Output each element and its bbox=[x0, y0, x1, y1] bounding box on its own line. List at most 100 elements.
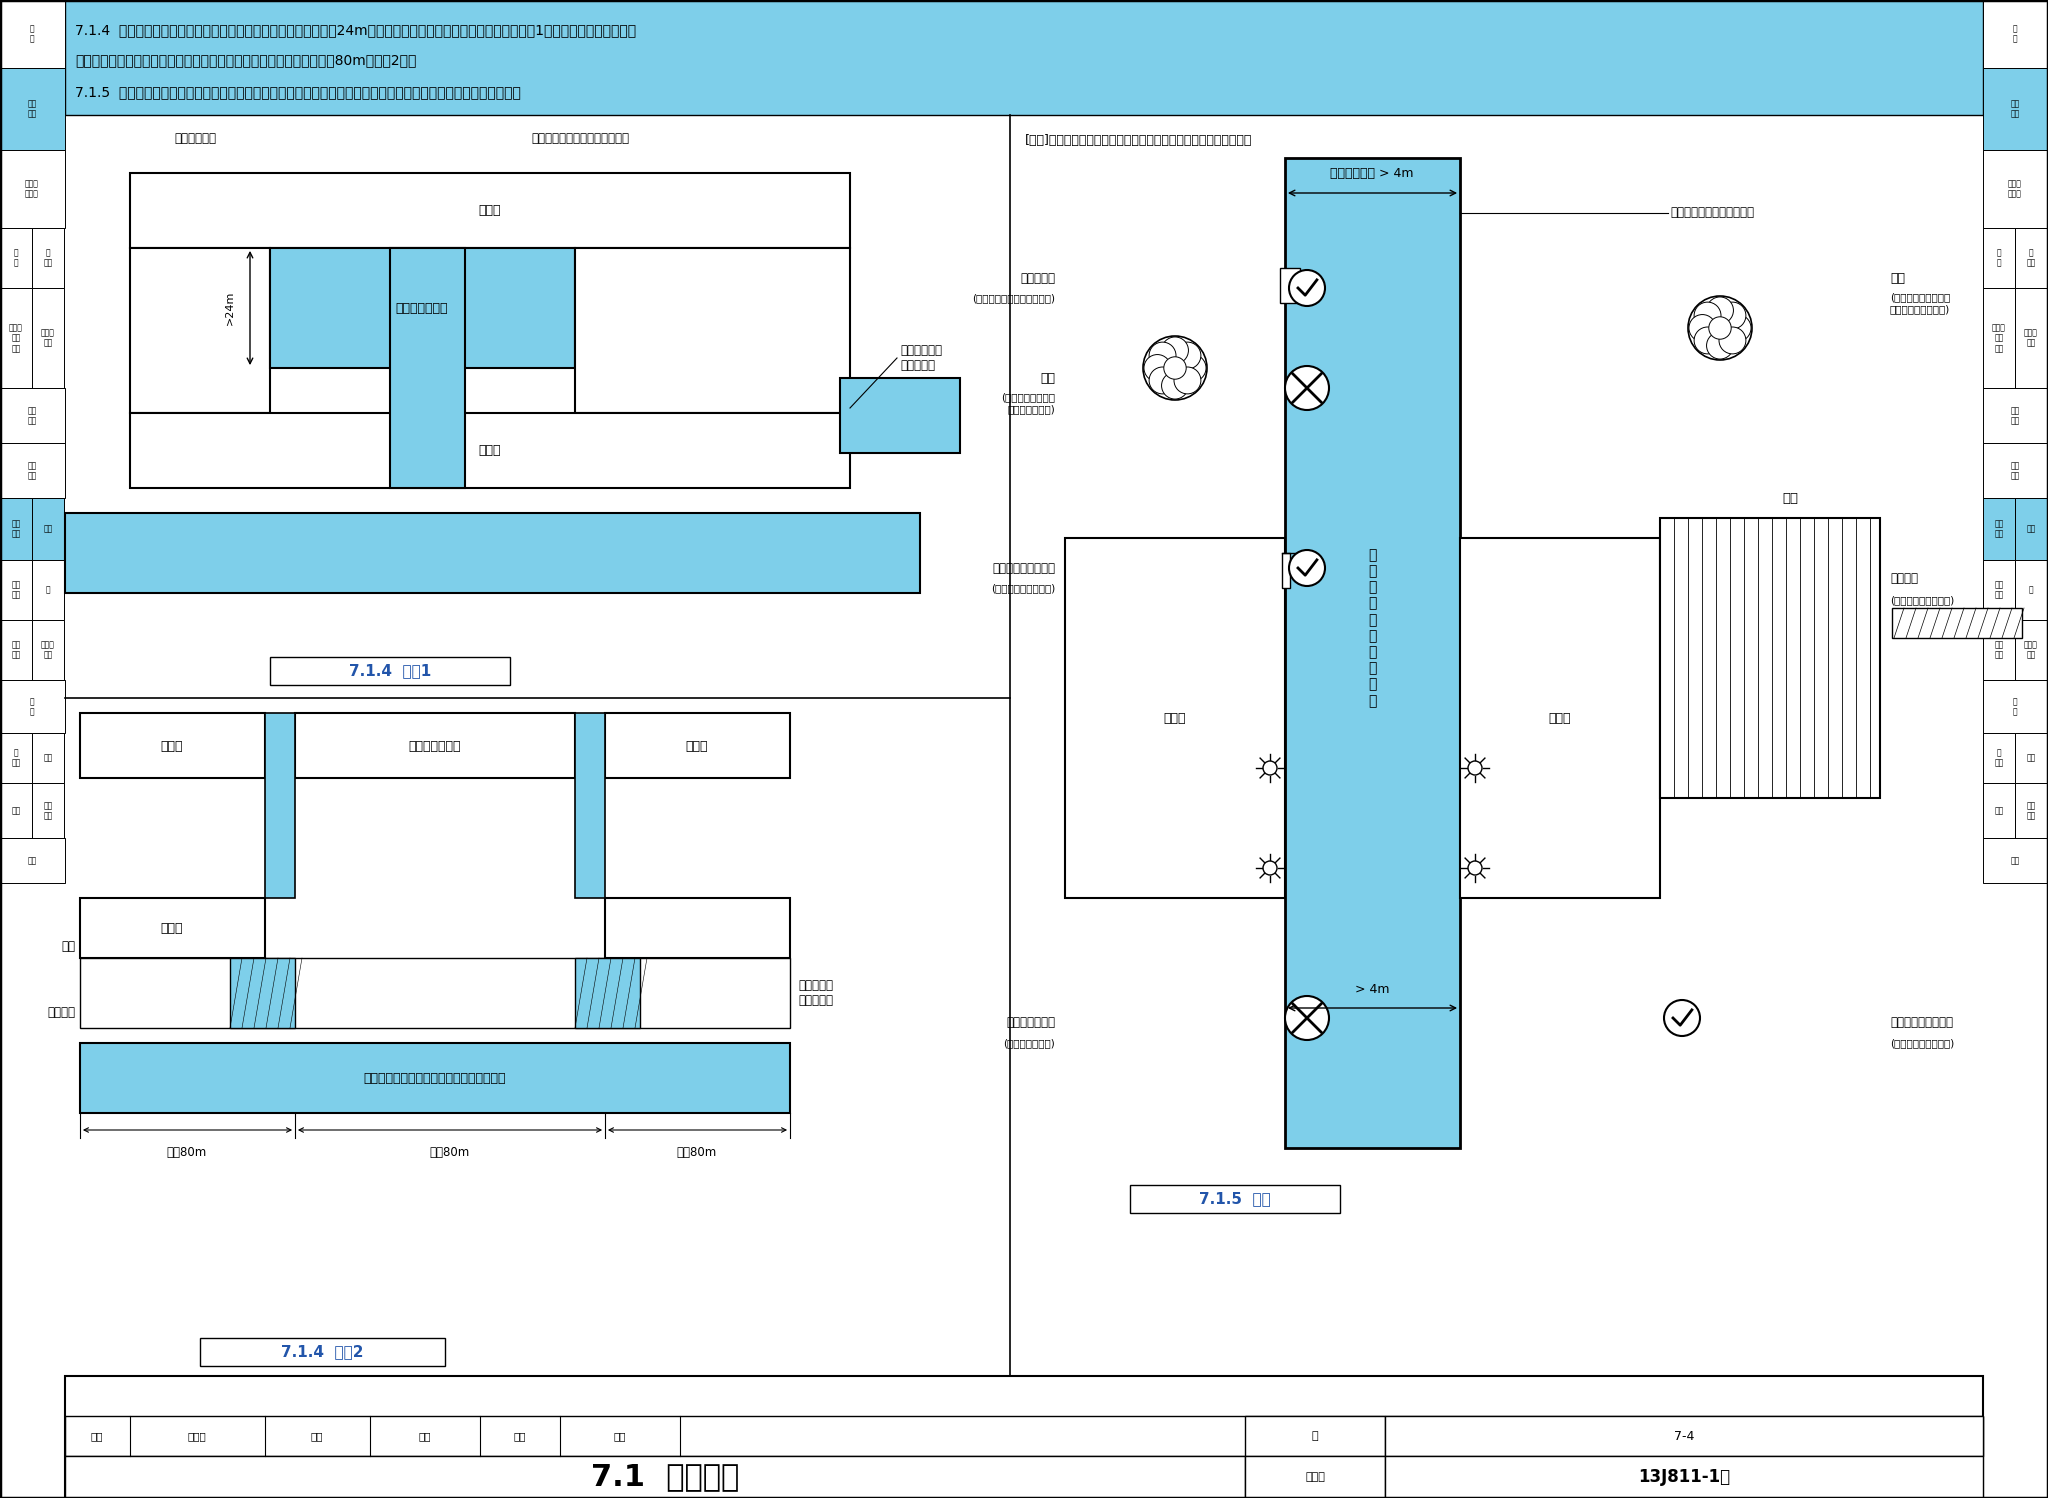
Text: 和液罐
建筑: 和液罐 建筑 bbox=[2023, 328, 2038, 348]
Circle shape bbox=[1708, 316, 1731, 339]
Text: 宜＜80m: 宜＜80m bbox=[166, 1146, 207, 1159]
Bar bbox=[0, 680, 66, 733]
Circle shape bbox=[1174, 367, 1200, 394]
Text: 内院: 内院 bbox=[1782, 491, 1798, 505]
Bar bbox=[66, 512, 920, 593]
Bar bbox=[1982, 228, 2015, 288]
Text: 的: 的 bbox=[2030, 586, 2034, 595]
Bar bbox=[575, 713, 604, 897]
Circle shape bbox=[1284, 366, 1329, 410]
Circle shape bbox=[1718, 303, 1745, 330]
Bar bbox=[1982, 497, 2015, 560]
Text: 进入建筑物内院的消防车道: 进入建筑物内院的消防车道 bbox=[1669, 207, 1753, 220]
Bar bbox=[129, 172, 850, 249]
Circle shape bbox=[1161, 372, 1188, 398]
Bar bbox=[33, 288, 63, 388]
Circle shape bbox=[1145, 355, 1171, 382]
Text: 附录: 附录 bbox=[2011, 857, 2019, 866]
Text: 宜＜80m: 宜＜80m bbox=[430, 1146, 471, 1159]
Bar bbox=[0, 0, 66, 67]
Text: 和液罐
建筑: 和液罐 建筑 bbox=[41, 328, 55, 348]
Bar bbox=[1982, 560, 2015, 620]
Bar bbox=[1982, 150, 2048, 228]
Text: 审核: 审核 bbox=[90, 1431, 102, 1441]
Bar bbox=[0, 228, 33, 288]
Circle shape bbox=[1706, 297, 1733, 324]
Circle shape bbox=[1724, 315, 1751, 342]
Bar bbox=[1982, 733, 2015, 783]
Bar bbox=[575, 249, 850, 413]
Text: 城市: 城市 bbox=[12, 806, 20, 815]
Text: (杆架等不影响人员安全疏散): (杆架等不影响人员安全疏散) bbox=[973, 294, 1055, 303]
Text: 目
录: 目 录 bbox=[2013, 24, 2017, 43]
Text: 7.1  消防车道: 7.1 消防车道 bbox=[592, 1462, 739, 1492]
Bar bbox=[201, 1338, 444, 1366]
Text: 目
录: 目 录 bbox=[29, 24, 35, 43]
Text: 木
结构: 木 结构 bbox=[1995, 749, 2003, 767]
Text: >24m: >24m bbox=[225, 291, 236, 325]
Text: 民用
建筑: 民用 建筑 bbox=[2011, 406, 2019, 425]
Bar bbox=[1661, 518, 1880, 798]
Bar bbox=[33, 620, 63, 680]
Bar bbox=[0, 560, 33, 620]
Circle shape bbox=[1718, 327, 1745, 354]
Text: 灾火
救援: 灾火 救援 bbox=[1995, 520, 2003, 539]
Bar bbox=[604, 713, 791, 777]
Text: 建筑
构造: 建筑 构造 bbox=[2011, 461, 2019, 481]
Text: 消防
设置: 消防 设置 bbox=[1995, 580, 2003, 599]
Bar bbox=[2015, 560, 2048, 620]
Bar bbox=[229, 959, 295, 1028]
Text: 李笺: 李笺 bbox=[418, 1431, 432, 1441]
Text: 7.1.4  图示1: 7.1.4 图示1 bbox=[348, 664, 432, 679]
Bar bbox=[2015, 228, 2048, 288]
Bar bbox=[0, 388, 66, 443]
Text: (树权占用车道上空
影响消防车通行): (树权占用车道上空 影响消防车通行) bbox=[1001, 392, 1055, 413]
Bar bbox=[2015, 288, 2048, 388]
Bar bbox=[0, 783, 33, 837]
Bar bbox=[1982, 680, 2048, 733]
Text: 交通
隧道: 交通 隧道 bbox=[2025, 801, 2036, 821]
Text: 甲乙丙
建筑
区域: 甲乙丙 建筑 区域 bbox=[1993, 324, 2005, 354]
Bar bbox=[0, 620, 33, 680]
Bar bbox=[80, 713, 264, 777]
Text: 穿
过
建
筑
物
的
消
防
车
道: 穿 过 建 筑 物 的 消 防 车 道 bbox=[1368, 548, 1376, 709]
Text: 宜设进入内院或天井的消防车道: 宜设进入内院或天井的消防车道 bbox=[530, 132, 629, 144]
Circle shape bbox=[1149, 367, 1176, 394]
Bar bbox=[0, 67, 66, 150]
Text: 应设置连通街道和内院的人行通道（可利用楼梯间），其间距不宜大于80m『图示2』。: 应设置连通街道和内院的人行通道（可利用楼梯间），其间距不宜大于80m『图示2』。 bbox=[76, 52, 416, 67]
Text: 和空气
调节: 和空气 调节 bbox=[2023, 640, 2038, 659]
Text: 建筑: 建筑 bbox=[2025, 753, 2036, 762]
Text: > 4m: > 4m bbox=[1354, 983, 1389, 996]
Bar bbox=[1065, 538, 1284, 897]
Bar bbox=[0, 837, 66, 882]
Circle shape bbox=[1174, 342, 1200, 369]
Bar bbox=[270, 658, 510, 685]
Circle shape bbox=[1468, 761, 1483, 774]
Bar bbox=[295, 713, 575, 777]
Text: 建筑物: 建筑物 bbox=[160, 921, 182, 935]
Text: 建筑物: 建筑物 bbox=[686, 740, 709, 752]
Text: 蔡昭昂: 蔡昭昂 bbox=[188, 1431, 207, 1441]
Bar bbox=[1982, 783, 2015, 837]
Bar bbox=[1982, 837, 2048, 882]
Bar bbox=[66, 1416, 1982, 1456]
Text: 图集号: 图集号 bbox=[1305, 1473, 1325, 1482]
Bar bbox=[840, 377, 961, 452]
Circle shape bbox=[1663, 1001, 1700, 1037]
Circle shape bbox=[1264, 761, 1278, 774]
Text: 7.1.4  图示2: 7.1.4 图示2 bbox=[281, 1345, 362, 1360]
Text: (不影响人员安全疏散): (不影响人员安全疏散) bbox=[1890, 595, 1954, 605]
Bar bbox=[33, 783, 63, 837]
Text: 总术符
则语号: 总术符 则语号 bbox=[2007, 180, 2021, 199]
Text: 交通
隧道: 交通 隧道 bbox=[43, 801, 53, 821]
Bar bbox=[604, 897, 791, 959]
Text: 7.1.5  图示: 7.1.5 图示 bbox=[1200, 1191, 1272, 1206]
Bar bbox=[1982, 288, 2015, 388]
Text: 自行车棚: 自行车棚 bbox=[1890, 572, 1919, 584]
Text: 和空气
调节: 和空气 调节 bbox=[41, 640, 55, 659]
Text: (不占用消防车道空间): (不占用消防车道空间) bbox=[1890, 1038, 1954, 1049]
Circle shape bbox=[1288, 270, 1325, 306]
Text: 建筑
构造: 建筑 构造 bbox=[27, 461, 37, 481]
Text: 页: 页 bbox=[1311, 1431, 1319, 1441]
Text: 总术符
则语号: 总术符 则语号 bbox=[25, 180, 39, 199]
